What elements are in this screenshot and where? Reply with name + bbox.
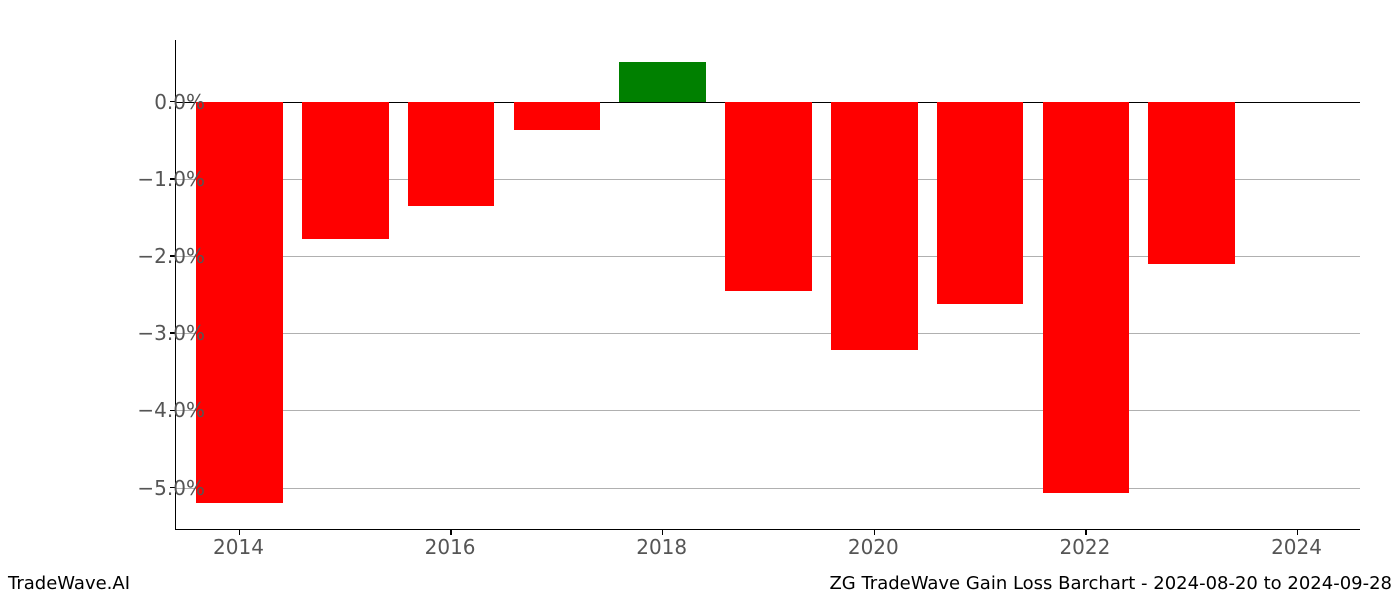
ytick-label: −1.0% — [137, 167, 205, 191]
xtick-label: 2022 — [1059, 535, 1110, 559]
bar-2021 — [937, 102, 1024, 304]
xtick-label: 2014 — [213, 535, 264, 559]
xtick-label: 2020 — [848, 535, 899, 559]
bar-2017 — [514, 102, 601, 131]
bar-2020 — [831, 102, 918, 350]
bar-2023 — [1148, 102, 1235, 264]
ytick-label: −2.0% — [137, 244, 205, 268]
ytick-label: −3.0% — [137, 321, 205, 345]
chart-container — [175, 40, 1360, 530]
ytick-label: −5.0% — [137, 476, 205, 500]
bar-2016 — [408, 102, 495, 206]
xtick-label: 2016 — [425, 535, 476, 559]
bar-2022 — [1043, 102, 1130, 493]
bar-2019 — [725, 102, 812, 291]
plot-area — [175, 40, 1360, 530]
footer-right-text: ZG TradeWave Gain Loss Barchart - 2024-0… — [829, 573, 1392, 594]
gridline — [176, 333, 1360, 334]
ytick-label: −4.0% — [137, 398, 205, 422]
gridline — [176, 410, 1360, 411]
bar-2014 — [196, 102, 283, 503]
bar-2018 — [619, 62, 706, 102]
bar-2015 — [302, 102, 389, 239]
xtick-label: 2018 — [636, 535, 687, 559]
gridline — [176, 488, 1360, 489]
ytick-label: 0.0% — [154, 90, 205, 114]
xtick-label: 2024 — [1271, 535, 1322, 559]
footer-left-text: TradeWave.AI — [8, 573, 130, 594]
